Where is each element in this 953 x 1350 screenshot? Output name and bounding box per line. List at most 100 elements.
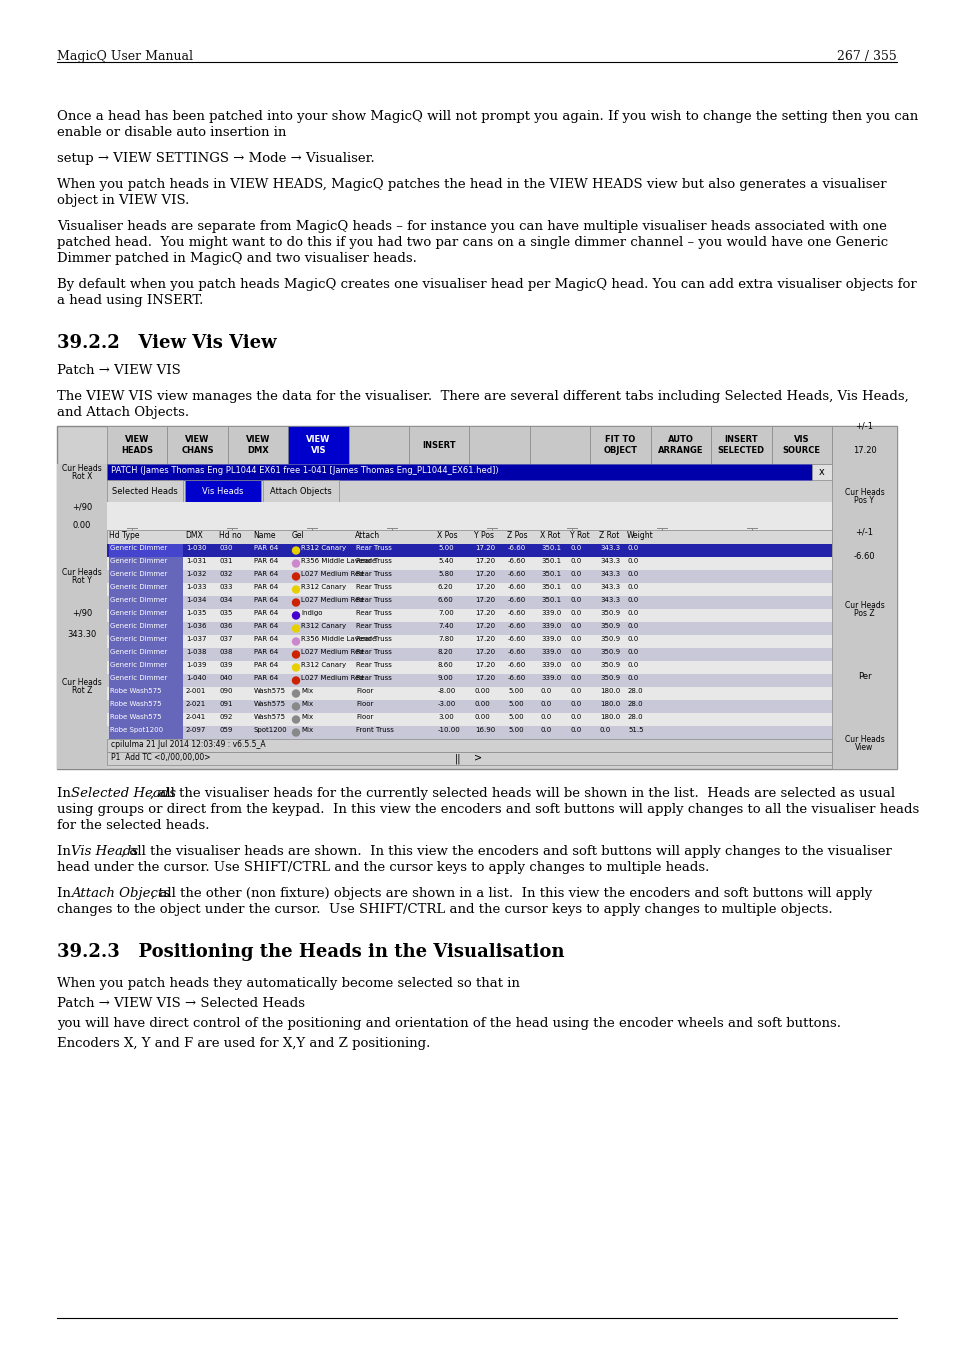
Bar (348, 427, 409, 464)
Text: 350.9: 350.9 (599, 662, 619, 668)
Text: 339.0: 339.0 (540, 675, 560, 680)
Text: 16.90: 16.90 (475, 728, 495, 733)
Bar (109, 622, 183, 634)
Text: 0.0: 0.0 (571, 622, 581, 629)
Text: 1-040: 1-040 (186, 675, 206, 680)
Text: 0.0: 0.0 (627, 571, 639, 576)
Text: 2-041: 2-041 (186, 714, 206, 720)
Text: FIT TO
OBJECT: FIT TO OBJECT (603, 435, 637, 455)
Bar (469, 427, 529, 464)
Text: VIEW
VIS: VIEW VIS (306, 435, 331, 455)
Text: -6.60: -6.60 (507, 675, 526, 680)
Text: 092: 092 (220, 714, 233, 720)
Text: 091: 091 (220, 701, 233, 707)
Text: 17.20: 17.20 (475, 610, 495, 616)
Text: 28.0: 28.0 (627, 714, 643, 720)
Circle shape (293, 586, 299, 593)
Text: Mix: Mix (301, 728, 313, 733)
Text: 5.40: 5.40 (437, 558, 453, 564)
Text: -6.60: -6.60 (507, 545, 526, 551)
Bar (107, 622, 831, 634)
Text: Wash575: Wash575 (253, 701, 286, 707)
Text: Generic Dimmer: Generic Dimmer (110, 610, 167, 616)
Text: Spot1200: Spot1200 (253, 728, 287, 733)
Text: Once a head has been patched into your show MagicQ will not prompt you again. If: Once a head has been patched into your s… (57, 109, 918, 123)
Text: 0.0: 0.0 (571, 610, 581, 616)
Text: 1-039: 1-039 (186, 662, 206, 668)
Text: 1-032: 1-032 (186, 571, 206, 576)
Text: 3.00: 3.00 (437, 714, 454, 720)
Text: X Rot: X Rot (539, 531, 559, 540)
Bar (107, 595, 831, 609)
Text: PAR 64: PAR 64 (253, 571, 278, 576)
Text: 350.1: 350.1 (540, 571, 560, 576)
Text: In: In (57, 845, 75, 859)
Text: Y Pos: Y Pos (474, 531, 494, 540)
Text: 17.20: 17.20 (475, 545, 495, 551)
Text: VIEW
DMX: VIEW DMX (246, 435, 270, 455)
Text: R312 Canary: R312 Canary (301, 545, 346, 551)
Text: Front Truss: Front Truss (355, 728, 394, 733)
Bar (650, 427, 710, 464)
Text: 090: 090 (220, 688, 233, 694)
Text: When you patch heads they automatically become selected so that in: When you patch heads they automatically … (57, 977, 519, 990)
Text: 350.1: 350.1 (540, 558, 560, 564)
Text: 5.00: 5.00 (507, 728, 523, 733)
Text: 1-036: 1-036 (186, 622, 206, 629)
Text: Generic Dimmer: Generic Dimmer (110, 585, 167, 590)
Text: 0.0: 0.0 (627, 649, 639, 655)
Text: Floor: Floor (355, 701, 373, 707)
Text: 2-001: 2-001 (186, 688, 206, 694)
Text: -8.00: -8.00 (437, 688, 456, 694)
Text: 0.0: 0.0 (599, 728, 611, 733)
Circle shape (293, 625, 299, 632)
Bar (109, 544, 183, 558)
Bar (57, 464, 107, 770)
Text: The VIEW VIS view manages the data for the visualiser.  There are several differ: The VIEW VIS view manages the data for t… (57, 390, 908, 404)
Text: Gel: Gel (292, 531, 304, 540)
Text: 9.00: 9.00 (437, 675, 454, 680)
Text: PAR 64: PAR 64 (253, 636, 278, 643)
Text: PAR 64: PAR 64 (253, 585, 278, 590)
Text: L027 Medium Red: L027 Medium Red (301, 571, 363, 576)
Text: Floor: Floor (355, 688, 373, 694)
Text: Cur Heads: Cur Heads (843, 734, 883, 744)
Text: -6.60: -6.60 (507, 585, 526, 590)
Text: 0.00: 0.00 (475, 701, 490, 707)
Text: P1  Add TC <0,/00,00,00>: P1 Add TC <0,/00,00,00> (111, 753, 211, 761)
Bar (109, 648, 183, 662)
Text: PAR 64: PAR 64 (253, 545, 278, 551)
Text: 0.0: 0.0 (571, 558, 581, 564)
Text: -3.00: -3.00 (437, 701, 456, 707)
Text: 0.00: 0.00 (475, 688, 490, 694)
Text: VIS
SOURCE: VIS SOURCE (782, 435, 820, 455)
Bar (107, 583, 831, 595)
Text: and Attach Objects.: and Attach Objects. (57, 406, 189, 418)
Text: 343.3: 343.3 (599, 597, 619, 603)
Text: 0.0: 0.0 (540, 688, 552, 694)
Text: -10.00: -10.00 (437, 728, 460, 733)
Text: 038: 038 (220, 649, 233, 655)
Text: 0.0: 0.0 (571, 636, 581, 643)
Bar (228, 427, 288, 464)
Text: 0.00: 0.00 (475, 714, 490, 720)
Text: PAR 64: PAR 64 (253, 558, 278, 564)
Text: VIEW
CHANS: VIEW CHANS (181, 435, 213, 455)
Circle shape (293, 612, 299, 620)
Text: 17.20: 17.20 (475, 571, 495, 576)
Text: +/90: +/90 (71, 502, 92, 512)
Text: Indigo: Indigo (301, 610, 322, 616)
Text: 343.30: 343.30 (68, 630, 96, 640)
Bar (529, 427, 590, 464)
Text: 17.20: 17.20 (475, 622, 495, 629)
Text: 0.0: 0.0 (627, 622, 639, 629)
Text: 350.1: 350.1 (540, 585, 560, 590)
Text: L027 Medium Red: L027 Medium Red (301, 649, 363, 655)
Text: 037: 037 (220, 636, 233, 643)
Text: 17.20: 17.20 (475, 675, 495, 680)
Text: 1-037: 1-037 (186, 636, 206, 643)
Text: 350.9: 350.9 (599, 622, 619, 629)
Bar (109, 726, 183, 738)
Bar (107, 701, 831, 713)
Bar (590, 427, 650, 464)
